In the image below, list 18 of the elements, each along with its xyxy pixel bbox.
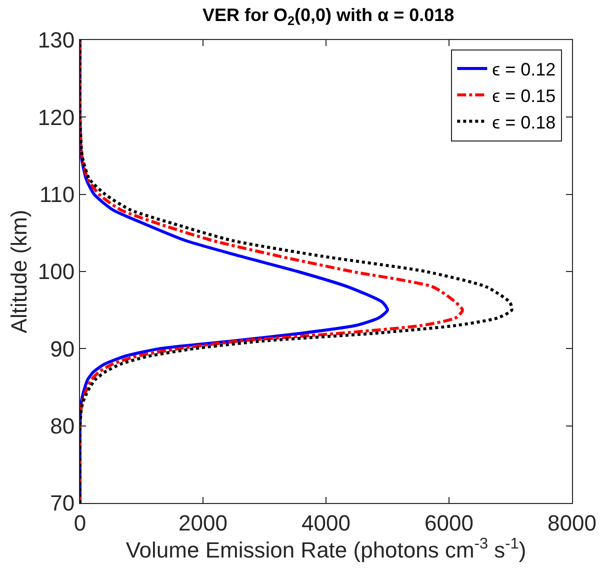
y-tick-label: 110 — [40, 182, 75, 208]
x-tick-label: 4000 — [302, 510, 350, 536]
x-tick-label: 6000 — [424, 510, 474, 536]
legend-label: ϵ = 0.15 — [492, 86, 556, 106]
x-axis-title: Volume Emission Rate (photons cm$^{-3}$ s$^{-1}$) — [126, 535, 526, 563]
y-tick-label: 100 — [38, 259, 75, 284]
x-tick-label: 0 — [74, 510, 86, 536]
x-tick-label: 8000 — [548, 510, 596, 536]
y-tick-label: 90 — [50, 336, 75, 362]
y-tick-label: 80 — [50, 414, 75, 439]
y-tick-label: 120 — [38, 104, 75, 130]
y-tick-label: 130 — [38, 28, 75, 53]
chart-title: VER for O$_{2}$(0,0) with α = 0.018 — [202, 5, 454, 28]
y-tick-label: 70 — [50, 490, 75, 516]
x-tick-label: 2000 — [178, 510, 228, 536]
legend-label: ϵ = 0.12 — [492, 59, 556, 80]
legend-label: ϵ = 0.18 — [492, 112, 556, 132]
y-axis-title: Altitude (km) — [6, 210, 32, 334]
